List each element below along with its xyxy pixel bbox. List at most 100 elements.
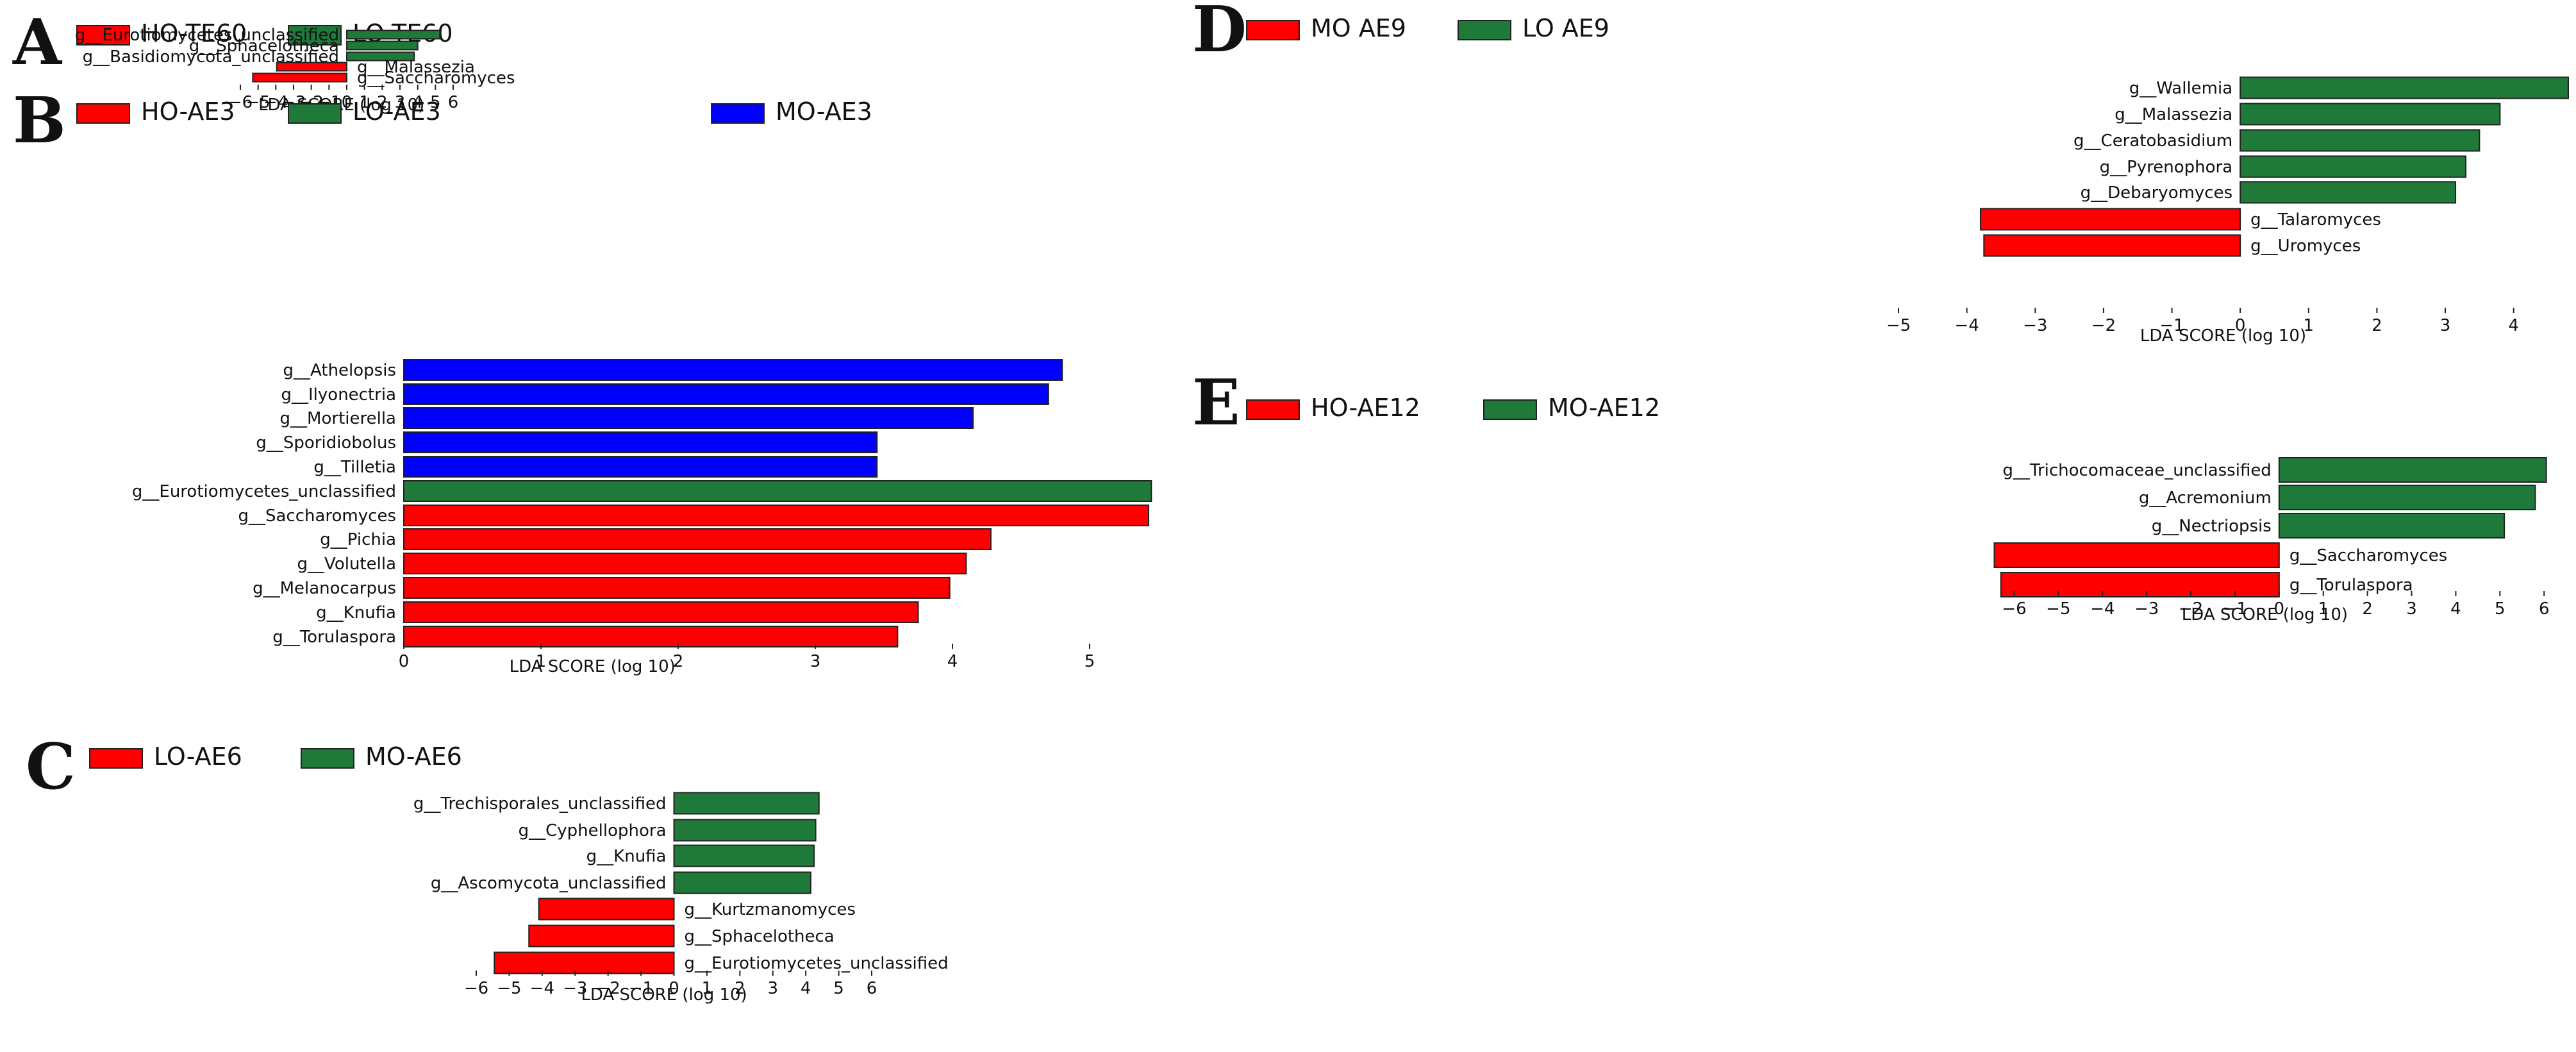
tick-label: 1 [2318, 599, 2329, 619]
bar [403, 407, 974, 429]
bar-label: g__Malassezia [357, 58, 475, 77]
tick-label: 5 [1084, 652, 1095, 671]
legend-item: MO-AE6 [301, 742, 462, 771]
tick-label: 0 [2235, 316, 2246, 335]
bar-label: g__Pichia [320, 530, 396, 549]
bar [2278, 513, 2505, 539]
bar-label: g__Wallemia [2129, 79, 2232, 98]
bar [403, 505, 1150, 526]
legend-item: HO-AE3 [76, 97, 235, 126]
bar-label: g__Eurotiomycetes_unclassified [75, 26, 339, 45]
bar [346, 29, 441, 40]
tick-label: −1 [629, 979, 653, 998]
legend-label: LO AE9 [1522, 14, 1609, 42]
legend-swatch [711, 103, 765, 124]
bar-label: g__Melanocarpus [253, 579, 396, 598]
bar [673, 819, 817, 842]
bar-label: g__Sporidiobolus [256, 433, 396, 453]
bar [2278, 485, 2536, 510]
x-axis-label: LDA SCORE (log 10) [510, 657, 676, 676]
tick-label: 3 [2406, 599, 2417, 619]
bar-label: g__Torulaspora [272, 628, 396, 647]
bar [1979, 208, 2241, 231]
tick-label: −5 [1886, 316, 1911, 335]
tick-label: −1 [2159, 316, 2184, 335]
bar-label: g__Eurotiomycetes_unclassified [685, 954, 949, 973]
legend-swatch [1483, 399, 1537, 420]
legend-label: LO-AE3 [353, 97, 441, 126]
bar-label: g__Tilletia [313, 458, 396, 477]
tick-label: 3 [810, 652, 821, 671]
tick-label: 6 [867, 979, 877, 998]
tick-label: 3 [2440, 316, 2451, 335]
bar [1983, 234, 2241, 257]
tick-label: −3 [2134, 599, 2159, 619]
tick-label: −1 [2223, 599, 2247, 619]
tick-label: −2 [2179, 599, 2203, 619]
bar-label: g__Athelopsis [283, 361, 396, 380]
legend-label: HO-AE3 [141, 97, 235, 126]
legend-swatch [288, 25, 342, 46]
tick-label: 2 [377, 93, 388, 112]
bar-label: g__Ascomycota_unclassified [431, 874, 667, 893]
bar [403, 383, 1049, 405]
legend-swatch [301, 748, 354, 769]
bar-label: g__Saccharomyces [2289, 546, 2448, 565]
bar-label: g__Pyrenophora [2100, 158, 2233, 177]
legend-item: MO-AE3 [711, 97, 872, 126]
tick-label: 3 [767, 979, 778, 998]
bar [2278, 457, 2547, 483]
bar-label: g__Acremonium [2139, 488, 2272, 508]
bar [1993, 542, 2280, 568]
bar [403, 601, 919, 623]
tick-label: 4 [801, 979, 811, 998]
panel-letter: E [1192, 366, 1240, 440]
legend-item: HO-TE60 [76, 19, 247, 47]
tick-label: −6 [464, 979, 488, 998]
panel-b: B HO-AE3 LO-AE3 MO-AE3 g__Athelopsis g__Ilyon… [13, 84, 1152, 676]
legend-label: MO-AE12 [1548, 394, 1660, 422]
bar-label: g__Cyphellophora [519, 821, 667, 840]
bar [403, 577, 951, 599]
bar-label: g__Sphacelotheca [189, 37, 339, 56]
tick-label: 4 [947, 652, 958, 671]
tick-label: 5 [430, 93, 441, 112]
panel-letter: A [12, 6, 63, 79]
panel-letter: D [1192, 0, 1247, 67]
tick-label: 5 [2495, 599, 2505, 619]
tick-label: 1 [2304, 316, 2314, 335]
tick-label: −3 [2023, 316, 2047, 335]
legend-label: MO-AE3 [776, 97, 872, 126]
bar [403, 480, 1152, 502]
legend-label: HO-AE12 [1311, 394, 1420, 422]
panel-e: E HO-AE12 MO-AE12 g__Trichocomaceae_unclass… [1192, 366, 2549, 624]
bar [673, 844, 815, 867]
x-axis-label: LDA SCORE (log 10) [2182, 605, 2348, 624]
bar [403, 431, 878, 453]
bar [346, 51, 415, 62]
bar-label: g__Mortierella [280, 409, 396, 428]
tick-label: 2 [2372, 316, 2382, 335]
legend-swatch [89, 748, 143, 769]
tick-label: −3 [563, 979, 587, 998]
bar-label: g__Ilyonectria [281, 385, 397, 405]
bar [2239, 129, 2480, 152]
bar-label: g__Malassezia [2115, 105, 2232, 124]
x-axis-label: LDA SCORE (log 10) [2140, 326, 2306, 346]
tick-label: 4 [2450, 599, 2461, 619]
bar [2239, 103, 2501, 126]
legend-swatch [76, 103, 130, 124]
tick-label: −5 [497, 979, 521, 998]
bar-label: g__Talaromyces [2250, 210, 2381, 230]
panel-c: C LO-AE6 MO-AE6 g__Trechisporales_unclassif… [26, 730, 949, 1005]
bar-label: g__Ceratobasidium [2073, 131, 2232, 151]
bar [403, 359, 1063, 381]
legend-item: LO-AE6 [89, 742, 242, 771]
tick-label: 0 [399, 652, 410, 671]
legend-label: LO-AE6 [154, 742, 242, 771]
bar-label: g__Torulaspora [2289, 576, 2413, 595]
tick-label: −5 [246, 93, 270, 112]
bar-label: g__Knufia [316, 603, 396, 622]
bar-label: g__Knufia [586, 847, 667, 866]
